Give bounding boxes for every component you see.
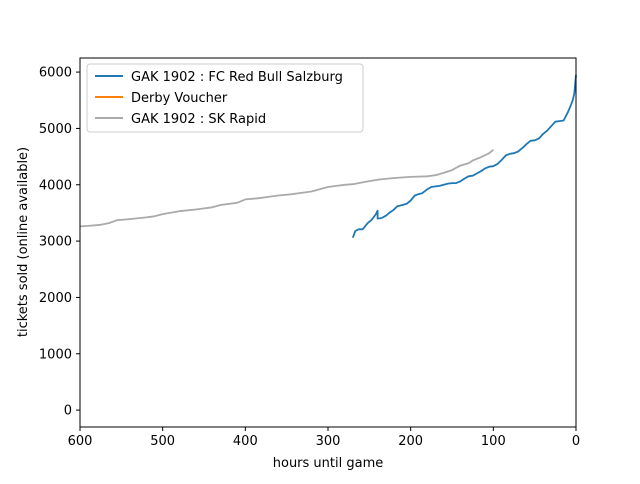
x-tick-label: 600 [68, 434, 93, 449]
legend: GAK 1902 : FC Red Bull Salzburg Derby Vo… [86, 63, 364, 133]
x-tick-label: 100 [481, 434, 506, 449]
series-line-salzburg [351, 74, 577, 239]
legend-label-derby-voucher: Derby Voucher [131, 91, 228, 106]
x-tick-label: 400 [233, 434, 258, 449]
y-tick-label: 1000 [39, 347, 72, 362]
series-line-rapid [79, 149, 494, 228]
legend-box [86, 63, 364, 133]
y-axis-label: tickets sold (online available) [16, 147, 31, 337]
x-tick-label: 300 [316, 434, 341, 449]
x-axis-label: hours until game [273, 456, 384, 471]
y-ticks: 0 1000 2000 3000 4000 5000 6000 [39, 66, 80, 419]
y-tick-label: 3000 [39, 235, 72, 250]
legend-label-salzburg: GAK 1902 : FC Red Bull Salzburg [131, 70, 343, 85]
series-layer [79, 74, 577, 239]
legend-label-rapid: GAK 1902 : SK Rapid [131, 112, 266, 127]
x-ticks: 600 500 400 300 200 100 0 [68, 427, 580, 449]
y-tick-label: 2000 [39, 291, 72, 306]
y-tick-label: 5000 [39, 122, 72, 137]
x-tick-label: 500 [150, 434, 175, 449]
y-tick-label: 4000 [39, 178, 72, 193]
x-tick-label: 200 [398, 434, 423, 449]
x-tick-label: 0 [572, 434, 580, 449]
y-tick-label: 6000 [39, 66, 72, 81]
y-tick-label: 0 [64, 404, 72, 419]
